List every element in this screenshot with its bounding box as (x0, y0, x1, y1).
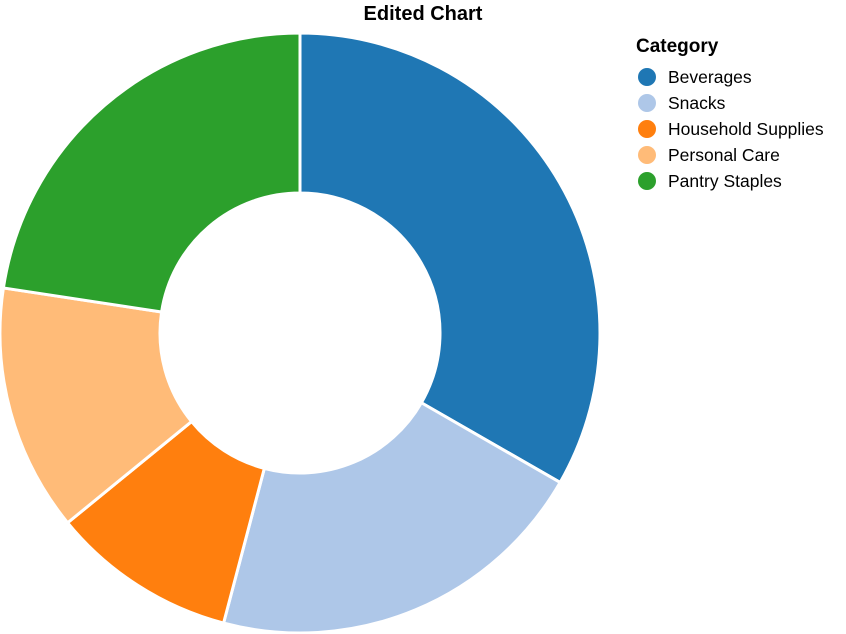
legend-item-household-supplies: Household Supplies (638, 119, 824, 139)
legend-label-snacks: Snacks (668, 93, 726, 113)
legend-swatch-personal-care (638, 146, 656, 164)
slice-personal-care (0, 286, 194, 525)
slice-snacks (222, 401, 562, 634)
legend-items: Beverages Snacks Household Supplies Persona… (638, 67, 824, 191)
legend-label-beverages: Beverages (668, 67, 752, 87)
legend-item-personal-care: Personal Care (638, 145, 780, 165)
legend-item-pantry-staples: Pantry Staples (638, 171, 782, 191)
donut-slices (0, 31, 602, 634)
chart-title: Edited Chart (364, 3, 483, 25)
legend: Category Beverages Snacks Household Suppli… (636, 36, 824, 191)
legend-swatch-snacks (638, 94, 656, 112)
slice-beverages (298, 31, 602, 484)
legend-swatch-pantry-staples (638, 172, 656, 190)
legend-item-beverages: Beverages (638, 67, 752, 87)
legend-title: Category (636, 36, 719, 57)
legend-label-pantry-staples: Pantry Staples (668, 171, 782, 191)
slice-pantry-staples (1, 31, 302, 314)
legend-swatch-beverages (638, 68, 656, 86)
legend-swatch-household-supplies (638, 120, 656, 138)
legend-label-household-supplies: Household Supplies (668, 119, 824, 139)
slice-household-supplies (66, 420, 266, 625)
legend-label-personal-care: Personal Care (668, 145, 780, 165)
legend-item-snacks: Snacks (638, 93, 726, 113)
